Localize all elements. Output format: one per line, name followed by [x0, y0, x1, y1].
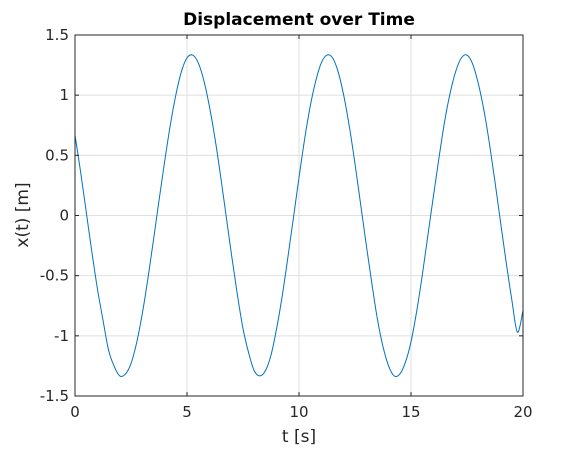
- y-axis-ticks: -1.5 -1 -0.5 0 0.5 1 1.5: [40, 26, 523, 405]
- x-tick-label: 15: [401, 403, 420, 421]
- y-tick-label: 0: [59, 207, 69, 225]
- y-tick-label: 0.5: [45, 146, 69, 164]
- x-tick-label: 10: [289, 403, 308, 421]
- y-axis-label: x(t) [m]: [13, 182, 33, 247]
- grid: [74, 34, 524, 397]
- x-tick-label: 5: [182, 403, 192, 421]
- x-tick-label: 0: [70, 403, 80, 421]
- series-line: [74, 54, 524, 378]
- x-axis-label: t [s]: [282, 427, 316, 447]
- x-tick-label: 20: [513, 403, 532, 421]
- chart-title: Displacement over Time: [183, 10, 415, 30]
- plot-lines: [74, 54, 524, 378]
- y-tick-label: -1: [54, 327, 69, 345]
- y-tick-label: -0.5: [40, 267, 69, 285]
- x-axis-ticks: 0 5 10 15 20: [70, 35, 533, 421]
- y-tick-label: 1.5: [45, 26, 69, 44]
- y-tick-label: -1.5: [40, 387, 69, 405]
- y-tick-label: 1: [59, 86, 69, 104]
